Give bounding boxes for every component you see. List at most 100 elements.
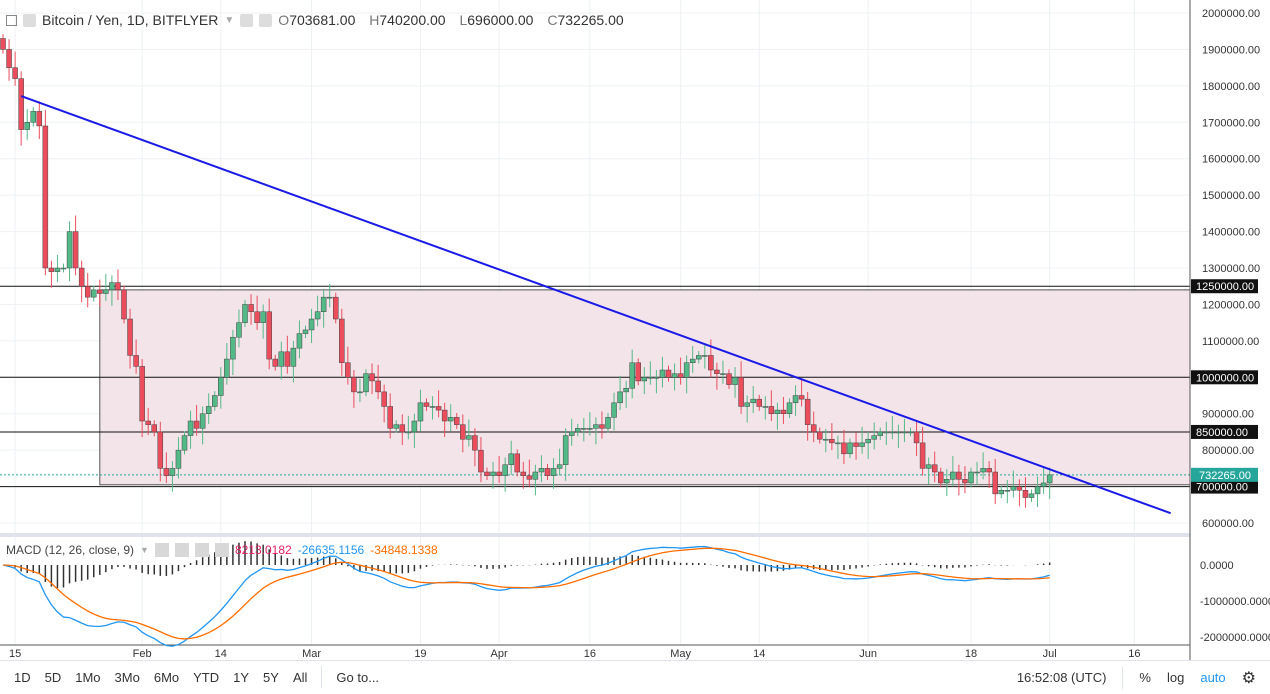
candle-body [296, 333, 303, 349]
candle-body [115, 282, 121, 291]
candle-body [865, 438, 871, 444]
candle-body [696, 355, 702, 360]
pane-separator [0, 533, 1190, 537]
eye-icon[interactable] [154, 543, 169, 557]
auto-toggle[interactable]: auto [1200, 670, 1226, 685]
candle-body [913, 431, 920, 444]
candle-body [357, 391, 363, 394]
eye-icon[interactable] [240, 13, 254, 27]
candle-body [587, 428, 593, 430]
price-tick-label: 1900000.00 [1202, 44, 1260, 56]
candle-body [405, 431, 412, 434]
candle-body [502, 464, 508, 476]
gear-icon[interactable] [174, 543, 189, 557]
candle-body [738, 377, 744, 407]
candle-body [472, 435, 478, 451]
close-icon[interactable] [214, 543, 229, 557]
candle-body [841, 442, 847, 455]
candle-body [351, 377, 357, 393]
candle-body [145, 420, 151, 425]
candle-body [859, 442, 865, 447]
symbol-title[interactable]: Bitcoin / Yen, 1D, BITFLYER [42, 12, 219, 28]
bottom-toolbar: 1D 5D 1Mo 3Mo 6Mo YTD 1Y 5Y All Go to...… [0, 660, 1270, 693]
candle-body [671, 373, 678, 378]
candle-body [133, 355, 139, 367]
candle-body [829, 438, 835, 444]
candle-body [54, 267, 61, 272]
last-price-label: 732265.00 [1199, 470, 1251, 482]
range-1y[interactable]: 1Y [233, 669, 250, 685]
candle-body [42, 125, 49, 269]
candle-body [91, 289, 97, 298]
price-tick-label: 1800000.00 [1202, 81, 1260, 93]
chevron-down-icon[interactable]: ▼ [140, 545, 149, 555]
plus-icon[interactable] [194, 543, 209, 557]
candle-body [732, 377, 738, 385]
collapse-icon[interactable] [6, 14, 17, 26]
macd-legend: MACD (12, 26, close, 9) ▼ 8213.0182 -266… [6, 543, 438, 557]
price-tick-label: 1200000.00 [1202, 299, 1260, 311]
candle-body [290, 347, 297, 367]
last-price-badge [1191, 467, 1258, 482]
price-chart[interactable]: 2000000.00 1900000.00 1800000.00 1700000.00… [0, 0, 1270, 660]
percent-toggle[interactable]: % [1139, 670, 1151, 685]
candle-body [798, 395, 805, 400]
range-3mo[interactable]: 3Mo [114, 669, 140, 685]
macd-title[interactable]: MACD (12, 26, close, 9) [6, 543, 135, 557]
candle-body [1022, 489, 1029, 498]
candle-body [659, 369, 666, 378]
candle-body [345, 362, 351, 378]
time-tick-label: 19 [414, 648, 426, 660]
trendline [20, 95, 1171, 515]
candle-body [1016, 486, 1023, 491]
candle-body [823, 438, 829, 441]
range-ytd[interactable]: YTD [193, 669, 220, 685]
candle-body [308, 318, 315, 331]
candle-body [121, 289, 127, 320]
candle-body [925, 464, 932, 469]
range-6mo[interactable]: 6Mo [153, 669, 180, 685]
candle-body [496, 471, 502, 476]
goto-button[interactable]: Go to... [336, 669, 380, 685]
time-tick-label: 14 [215, 648, 227, 660]
candle-body [641, 377, 648, 382]
candle-body [998, 489, 1004, 495]
candle-body [333, 296, 339, 320]
time-tick-label: Feb [133, 648, 152, 660]
candle-body [66, 231, 73, 269]
gear-icon[interactable] [259, 13, 273, 27]
range-5d[interactable]: 5D [44, 669, 62, 685]
candle-body [804, 398, 811, 425]
log-toggle[interactable]: log [1166, 670, 1185, 685]
candle-body [72, 231, 79, 269]
candle-body [181, 435, 188, 451]
range-5y[interactable]: 5Y [263, 669, 279, 685]
macd-hist-value: 8213.0182 [234, 543, 292, 557]
range-1mo[interactable]: 1Mo [75, 669, 101, 685]
chevron-down-icon[interactable]: ▼ [224, 14, 235, 26]
time-tick-label: May [670, 648, 691, 660]
candle-body [550, 468, 557, 476]
candle-body [454, 417, 460, 425]
candle-body [466, 435, 472, 440]
ohlc-values: O703681.00 H740200.00 L696000.00 C732265… [278, 12, 624, 28]
candle-body [817, 431, 823, 440]
time-tick-label: Jul [1043, 648, 1057, 660]
range-all[interactable]: All [292, 669, 308, 685]
candle-body [393, 424, 399, 429]
range-1d[interactable]: 1D [14, 669, 31, 685]
time-tick-label: Mar [302, 648, 321, 660]
gear-icon[interactable]: ⚙ [1241, 669, 1256, 687]
candle-body [127, 318, 133, 356]
candle-body [877, 431, 883, 436]
price-tick-label: 2000000.00 [1202, 8, 1260, 20]
candle-body [689, 358, 696, 363]
level-badge-label: 700000.00 [1196, 482, 1248, 494]
candle-body [538, 468, 545, 473]
candle-body [532, 471, 539, 480]
candle-body [901, 431, 908, 434]
candle-body [169, 468, 176, 476]
candle-body [236, 322, 242, 338]
candle-body [847, 442, 853, 455]
candle-body [762, 406, 769, 408]
